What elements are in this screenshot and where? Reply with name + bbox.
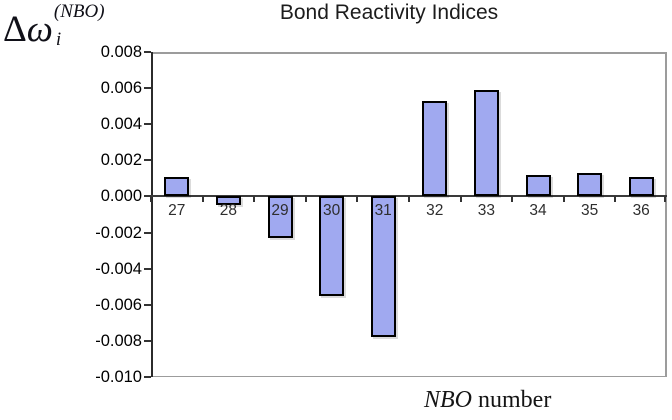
delta-symbol: Δ	[3, 9, 27, 50]
y-tick-mark	[144, 87, 151, 90]
script-stack: (NBO) i	[54, 0, 105, 49]
y-axis-label: Δω (NBO) i	[3, 0, 105, 49]
y-tick-mark	[144, 195, 151, 198]
x-tick-mark	[253, 196, 256, 203]
bar	[473, 89, 499, 197]
x-tick-mark	[562, 196, 565, 203]
nbo-superscript: (NBO)	[53, 1, 105, 22]
x-tick-mark	[511, 196, 514, 203]
x-tick-mark	[150, 196, 152, 203]
bar	[164, 176, 190, 197]
bar	[215, 196, 241, 206]
i-subscript: i	[55, 29, 62, 50]
bar	[319, 196, 345, 296]
delta-omega-symbol: Δω	[3, 11, 53, 49]
y-tick-mark	[144, 231, 151, 234]
x-tick-mark	[356, 196, 359, 203]
plot-border-right	[665, 52, 667, 377]
bar	[422, 100, 448, 197]
y-tick-mark	[144, 267, 151, 270]
y-tick-label: 0.004	[100, 115, 142, 134]
y-tick-mark	[144, 339, 151, 342]
bar	[577, 172, 603, 197]
x-tick-mark	[459, 196, 462, 203]
bar	[267, 196, 293, 238]
x-category-label: 33	[477, 202, 496, 220]
plot-border-top	[151, 52, 667, 54]
y-tick-label: -0.004	[95, 259, 142, 278]
chart-title: Bond Reactivity Indices	[279, 1, 499, 24]
x-tick-mark	[201, 196, 204, 203]
y-tick-label: -0.010	[95, 368, 142, 386]
x-axis-label-number: number	[472, 387, 552, 413]
y-tick-label: 0.006	[100, 79, 142, 98]
y-tick-mark	[144, 376, 151, 378]
y-tick-label: 0.008	[100, 43, 142, 61]
omega-symbol: ω	[26, 9, 53, 50]
bar	[370, 196, 396, 338]
y-tick-label: -0.006	[95, 295, 142, 314]
x-tick-mark	[614, 196, 617, 203]
plot-area: 27 28 29 30 31 32 33 34 35 36	[150, 52, 667, 377]
y-tick-mark	[144, 51, 151, 53]
bar	[628, 176, 654, 197]
x-category-label: 35	[580, 202, 599, 220]
x-tick-mark	[408, 196, 410, 203]
x-category-label: 34	[529, 202, 547, 220]
x-axis-label: NBO number	[424, 387, 551, 414]
y-tick-mark	[144, 303, 151, 306]
x-category-label: 27	[168, 202, 186, 220]
x-tick-mark	[664, 196, 666, 203]
x-category-label: 29	[271, 202, 289, 220]
y-axis-line	[151, 52, 153, 377]
x-tick-mark	[304, 196, 307, 203]
bar	[525, 174, 551, 197]
x-category-label: 28	[219, 202, 238, 220]
x-category-label: 30	[322, 202, 341, 220]
y-tick-mark	[144, 159, 151, 162]
y-tick-label: -0.002	[95, 223, 142, 242]
y-tick-label: 0.002	[100, 151, 142, 170]
y-tick-label: 0.000	[100, 187, 142, 206]
y-tick-label: -0.008	[95, 331, 142, 350]
x-axis-label-nbo: NBO	[424, 387, 472, 413]
y-tick-mark	[144, 123, 151, 126]
x-category-label: 31	[374, 202, 392, 220]
x-category-label: 36	[632, 202, 650, 220]
plot-border-bottom	[151, 375, 667, 377]
x-category-label: 32	[426, 202, 444, 220]
